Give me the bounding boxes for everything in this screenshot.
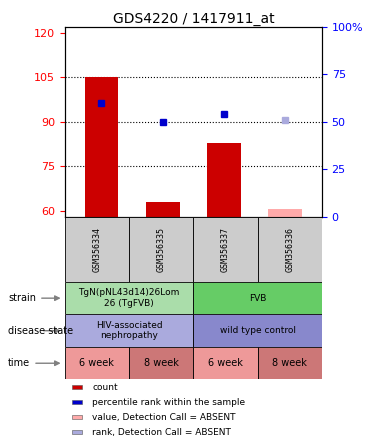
Bar [73, 385, 82, 389]
Bar [129, 347, 194, 380]
Bar [73, 415, 82, 420]
Text: count: count [92, 383, 118, 392]
Text: TgN(pNL43d14)26Lom
26 (TgFVB): TgN(pNL43d14)26Lom 26 (TgFVB) [78, 289, 180, 308]
Text: GSM356334: GSM356334 [92, 227, 101, 272]
Bar [129, 217, 194, 282]
Text: value, Detection Call = ABSENT: value, Detection Call = ABSENT [92, 412, 236, 421]
Bar [65, 282, 194, 314]
Text: disease state: disease state [8, 326, 73, 336]
Bar [146, 202, 179, 217]
Text: rank, Detection Call = ABSENT: rank, Detection Call = ABSENT [92, 428, 231, 436]
Bar [268, 210, 302, 217]
Text: 8 week: 8 week [144, 358, 179, 368]
Bar [194, 314, 322, 347]
Text: wild type control: wild type control [220, 326, 296, 335]
Text: percentile rank within the sample: percentile rank within the sample [92, 397, 245, 407]
Bar [73, 400, 82, 404]
Bar [258, 347, 322, 380]
Text: HIV-associated
nephropathy: HIV-associated nephropathy [96, 321, 162, 341]
Bar [85, 77, 118, 217]
Text: strain: strain [8, 293, 59, 303]
Bar [65, 314, 194, 347]
Bar [194, 217, 258, 282]
Bar [65, 347, 129, 380]
Text: GSM356336: GSM356336 [285, 227, 294, 272]
Text: FVB: FVB [249, 293, 266, 303]
Bar [207, 143, 241, 217]
Title: GDS4220 / 1417911_at: GDS4220 / 1417911_at [112, 12, 274, 26]
Bar [194, 347, 258, 380]
Bar [73, 430, 82, 435]
Text: GSM356337: GSM356337 [221, 227, 230, 272]
Text: 8 week: 8 week [272, 358, 307, 368]
Text: 6 week: 6 week [208, 358, 243, 368]
Text: 6 week: 6 week [80, 358, 114, 368]
Bar [258, 217, 322, 282]
Bar [65, 217, 129, 282]
Bar [194, 282, 322, 314]
Text: time: time [8, 358, 59, 368]
Text: GSM356335: GSM356335 [157, 227, 166, 272]
